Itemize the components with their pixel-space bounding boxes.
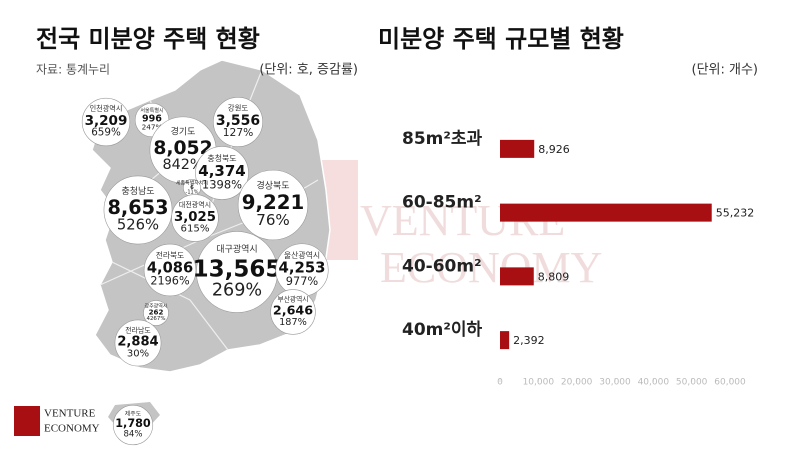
region-count: 8,052: [153, 138, 212, 159]
value-label: 8,809: [538, 270, 570, 283]
x-tick-label: 10,000: [523, 378, 555, 388]
region-change: 30%: [127, 348, 149, 359]
region-bubble: [195, 146, 249, 200]
region-bubble: [237, 169, 309, 241]
x-tick-label: 40,000: [638, 378, 670, 388]
region-name: 인천광역시: [90, 104, 123, 113]
region-bubble: [114, 319, 162, 367]
region-change: 2196%: [150, 275, 190, 288]
region-name: 경상북도: [256, 179, 289, 191]
region-change: 269%: [212, 280, 262, 300]
region-change: 4267%: [147, 316, 166, 322]
region-name: 전라북도: [156, 250, 185, 260]
region-name: 서울특별시: [140, 107, 163, 114]
region-name: 세종특별자치시: [176, 180, 208, 187]
region-change: -11%: [186, 189, 199, 195]
region-change: 76%: [256, 211, 290, 229]
region-name: 울산광역시: [284, 250, 320, 260]
region-change: 1398%: [202, 177, 242, 191]
region-bubble: [112, 404, 154, 446]
region-change: 977%: [286, 274, 319, 288]
region-count: 2,646: [273, 302, 313, 317]
region-count: 3,209: [85, 113, 128, 129]
region-name: 대구광역시: [216, 243, 257, 255]
x-tick-label: 60,000: [714, 378, 746, 388]
bar: [500, 139, 535, 158]
region-bubble: [143, 243, 197, 297]
chart-unit: (단위: 개수): [692, 63, 759, 78]
region-change: 84%: [123, 429, 142, 439]
region-bubble: [103, 175, 173, 245]
x-tick-label: 0: [497, 378, 503, 388]
region-bubble: [270, 289, 316, 335]
region-count: 2,884: [117, 334, 158, 349]
region-name: 광주광역시: [144, 303, 167, 310]
region-count: 1,780: [115, 417, 151, 430]
source: 자료: 통계누리: [36, 63, 110, 77]
x-tick-label: 20,000: [561, 378, 593, 388]
title: 전국 미분양 주택 현황: [36, 25, 260, 53]
x-tick-label: 50,000: [676, 378, 708, 388]
watermark-text: ECONOMY: [380, 243, 602, 292]
region-count: 8,653: [108, 196, 169, 219]
region-change: 615%: [181, 224, 210, 235]
region-count: 9,221: [242, 191, 304, 214]
chart-title: 미분양 주택 규모별 현황: [378, 25, 624, 53]
region-count: 3,025: [174, 210, 216, 225]
value-label: 55,232: [716, 207, 755, 220]
bar: [500, 331, 510, 350]
value-label: 8,926: [538, 143, 570, 156]
value-label: 2,392: [513, 334, 545, 347]
y-tick-label: 85m²초과: [402, 129, 482, 149]
region-count: 6: [190, 185, 194, 191]
logo-mark: [14, 406, 40, 436]
region-change: 842%: [162, 157, 203, 173]
region-bubble: [213, 97, 263, 147]
region-count: 996: [142, 114, 162, 125]
logo-text: ECONOMY: [44, 423, 100, 435]
region-name: 강원도: [228, 103, 249, 112]
region-count: 4,086: [147, 260, 193, 277]
region-name: 제주도: [125, 410, 142, 418]
region-change: 187%: [279, 317, 307, 328]
region-change: 127%: [223, 126, 254, 139]
y-tick-label: 40-60m²: [402, 256, 482, 276]
region-name: 경기도: [171, 125, 196, 137]
logo-text: VENTURE: [44, 408, 96, 420]
bar-chart: 0 10,000 20,000 30,000 40,000 50,000 60,000 85m…: [402, 129, 754, 388]
y-tick-label: 40m²이하: [402, 320, 482, 340]
region-name: 충청북도: [207, 154, 236, 163]
unit: (단위: 호, 증감률): [259, 63, 358, 78]
region-change: 659%: [91, 127, 121, 139]
region-count: 3,556: [216, 113, 260, 129]
region-count: 4,374: [198, 162, 246, 180]
region-name: 부산광역시: [278, 295, 309, 304]
bar: [500, 203, 712, 222]
region-count: 4,253: [278, 259, 325, 277]
region-name: 충청남도: [121, 186, 154, 197]
bar: [500, 267, 534, 286]
region-change: 526%: [117, 216, 159, 233]
region-count: 13,565: [193, 256, 282, 282]
region-name: 대전광역시: [179, 200, 211, 209]
region-bubble: [81, 97, 131, 147]
region-bubble: [171, 194, 219, 242]
region-bubble: [143, 300, 169, 326]
region-count: 262: [149, 307, 164, 316]
x-tick-label: 30,000: [599, 378, 631, 388]
region-name: 전라남도: [125, 325, 150, 334]
y-tick-label: 60-85m²: [402, 193, 482, 213]
region-change: 247%: [142, 123, 163, 132]
